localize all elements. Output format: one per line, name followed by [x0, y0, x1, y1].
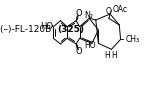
Text: N₂: N₂ [85, 10, 94, 19]
Text: O: O [106, 7, 112, 16]
Text: O: O [75, 9, 82, 18]
Text: H: H [111, 51, 117, 60]
Text: H: H [105, 51, 110, 60]
Text: OAc: OAc [112, 5, 127, 14]
Text: CH₃: CH₃ [125, 35, 139, 44]
Text: (325): (325) [57, 25, 84, 34]
Text: HO: HO [85, 41, 96, 50]
Text: (–)-FL-120B’: (–)-FL-120B’ [0, 25, 57, 34]
Text: HO: HO [40, 22, 53, 31]
Text: O: O [75, 47, 82, 56]
